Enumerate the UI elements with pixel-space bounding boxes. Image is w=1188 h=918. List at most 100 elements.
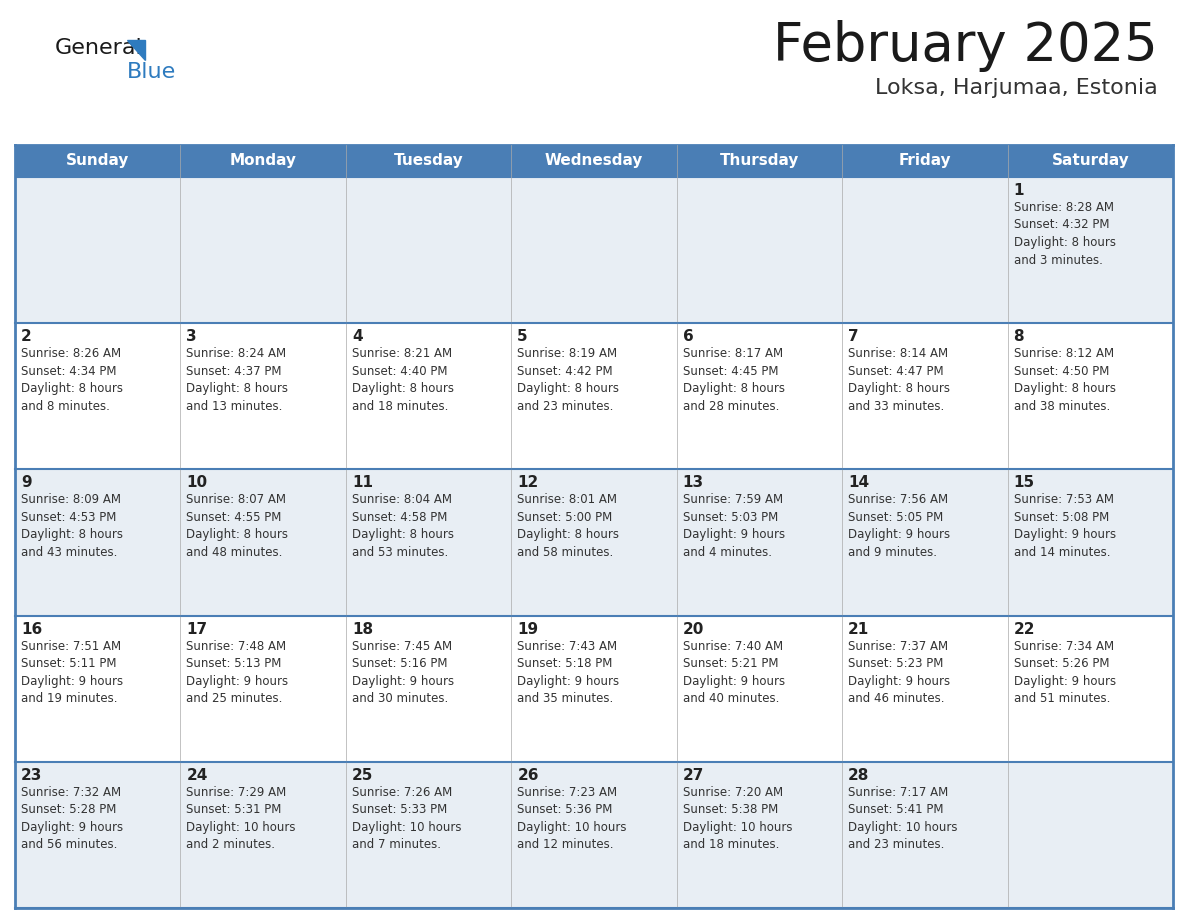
Text: 12: 12 xyxy=(517,476,538,490)
Text: 6: 6 xyxy=(683,330,694,344)
Text: 4: 4 xyxy=(352,330,362,344)
Text: Sunrise: 8:12 AM
Sunset: 4:50 PM
Daylight: 8 hours
and 38 minutes.: Sunrise: 8:12 AM Sunset: 4:50 PM Dayligh… xyxy=(1013,347,1116,413)
Text: 27: 27 xyxy=(683,767,704,783)
Text: 8: 8 xyxy=(1013,330,1024,344)
Bar xyxy=(15,177,181,323)
Bar xyxy=(1007,762,1173,908)
Text: 14: 14 xyxy=(848,476,870,490)
Bar xyxy=(15,762,181,908)
Text: Sunrise: 7:32 AM
Sunset: 5:28 PM
Daylight: 9 hours
and 56 minutes.: Sunrise: 7:32 AM Sunset: 5:28 PM Dayligh… xyxy=(21,786,124,851)
Text: Sunrise: 7:48 AM
Sunset: 5:13 PM
Daylight: 9 hours
and 25 minutes.: Sunrise: 7:48 AM Sunset: 5:13 PM Dayligh… xyxy=(187,640,289,705)
Bar xyxy=(677,145,842,177)
Text: 13: 13 xyxy=(683,476,703,490)
Text: 15: 15 xyxy=(1013,476,1035,490)
Text: 7: 7 xyxy=(848,330,859,344)
Text: Sunrise: 7:59 AM
Sunset: 5:03 PM
Daylight: 9 hours
and 4 minutes.: Sunrise: 7:59 AM Sunset: 5:03 PM Dayligh… xyxy=(683,493,785,559)
Bar xyxy=(1007,323,1173,469)
Bar xyxy=(181,323,346,469)
Bar xyxy=(1007,616,1173,762)
Text: Sunrise: 8:24 AM
Sunset: 4:37 PM
Daylight: 8 hours
and 13 minutes.: Sunrise: 8:24 AM Sunset: 4:37 PM Dayligh… xyxy=(187,347,289,413)
Text: Wednesday: Wednesday xyxy=(545,153,643,169)
Text: Tuesday: Tuesday xyxy=(393,153,463,169)
Text: 2: 2 xyxy=(21,330,32,344)
Text: Sunrise: 7:53 AM
Sunset: 5:08 PM
Daylight: 9 hours
and 14 minutes.: Sunrise: 7:53 AM Sunset: 5:08 PM Dayligh… xyxy=(1013,493,1116,559)
Text: Sunrise: 7:20 AM
Sunset: 5:38 PM
Daylight: 10 hours
and 18 minutes.: Sunrise: 7:20 AM Sunset: 5:38 PM Dayligh… xyxy=(683,786,792,851)
Bar xyxy=(346,177,511,323)
Bar xyxy=(15,323,181,469)
Bar xyxy=(346,762,511,908)
Bar xyxy=(511,762,677,908)
Text: 20: 20 xyxy=(683,621,704,636)
Text: 9: 9 xyxy=(21,476,32,490)
Bar xyxy=(677,762,842,908)
Bar xyxy=(842,145,1007,177)
Bar xyxy=(511,469,677,616)
Text: Friday: Friday xyxy=(898,153,952,169)
Bar xyxy=(677,323,842,469)
Bar xyxy=(15,469,181,616)
Bar xyxy=(181,616,346,762)
Bar xyxy=(181,762,346,908)
Bar xyxy=(842,762,1007,908)
Text: 1: 1 xyxy=(1013,183,1024,198)
Text: Sunrise: 8:09 AM
Sunset: 4:53 PM
Daylight: 8 hours
and 43 minutes.: Sunrise: 8:09 AM Sunset: 4:53 PM Dayligh… xyxy=(21,493,124,559)
Text: Sunrise: 7:56 AM
Sunset: 5:05 PM
Daylight: 9 hours
and 9 minutes.: Sunrise: 7:56 AM Sunset: 5:05 PM Dayligh… xyxy=(848,493,950,559)
Text: 23: 23 xyxy=(21,767,43,783)
Bar xyxy=(1007,177,1173,323)
Text: 21: 21 xyxy=(848,621,870,636)
Bar xyxy=(1007,469,1173,616)
Text: 11: 11 xyxy=(352,476,373,490)
Bar xyxy=(842,616,1007,762)
Text: 19: 19 xyxy=(517,621,538,636)
Text: Sunrise: 7:26 AM
Sunset: 5:33 PM
Daylight: 10 hours
and 7 minutes.: Sunrise: 7:26 AM Sunset: 5:33 PM Dayligh… xyxy=(352,786,461,851)
Text: Sunrise: 8:17 AM
Sunset: 4:45 PM
Daylight: 8 hours
and 28 minutes.: Sunrise: 8:17 AM Sunset: 4:45 PM Dayligh… xyxy=(683,347,785,413)
Text: Saturday: Saturday xyxy=(1051,153,1129,169)
Text: Blue: Blue xyxy=(127,62,176,82)
Text: 25: 25 xyxy=(352,767,373,783)
Bar xyxy=(346,469,511,616)
Text: Sunrise: 7:43 AM
Sunset: 5:18 PM
Daylight: 9 hours
and 35 minutes.: Sunrise: 7:43 AM Sunset: 5:18 PM Dayligh… xyxy=(517,640,619,705)
Bar xyxy=(511,323,677,469)
Bar xyxy=(346,616,511,762)
Text: Sunrise: 8:01 AM
Sunset: 5:00 PM
Daylight: 8 hours
and 58 minutes.: Sunrise: 8:01 AM Sunset: 5:00 PM Dayligh… xyxy=(517,493,619,559)
Text: 28: 28 xyxy=(848,767,870,783)
Text: Sunrise: 7:37 AM
Sunset: 5:23 PM
Daylight: 9 hours
and 46 minutes.: Sunrise: 7:37 AM Sunset: 5:23 PM Dayligh… xyxy=(848,640,950,705)
Bar xyxy=(511,145,677,177)
Bar xyxy=(677,469,842,616)
Bar xyxy=(181,469,346,616)
Text: Sunrise: 7:29 AM
Sunset: 5:31 PM
Daylight: 10 hours
and 2 minutes.: Sunrise: 7:29 AM Sunset: 5:31 PM Dayligh… xyxy=(187,786,296,851)
Text: Sunrise: 7:17 AM
Sunset: 5:41 PM
Daylight: 10 hours
and 23 minutes.: Sunrise: 7:17 AM Sunset: 5:41 PM Dayligh… xyxy=(848,786,958,851)
Text: Sunrise: 7:34 AM
Sunset: 5:26 PM
Daylight: 9 hours
and 51 minutes.: Sunrise: 7:34 AM Sunset: 5:26 PM Dayligh… xyxy=(1013,640,1116,705)
Bar xyxy=(346,323,511,469)
Bar xyxy=(15,145,181,177)
Text: 16: 16 xyxy=(21,621,43,636)
Bar xyxy=(842,323,1007,469)
Text: 5: 5 xyxy=(517,330,527,344)
Text: 26: 26 xyxy=(517,767,539,783)
Text: Sunday: Sunday xyxy=(67,153,129,169)
Text: Sunrise: 7:40 AM
Sunset: 5:21 PM
Daylight: 9 hours
and 40 minutes.: Sunrise: 7:40 AM Sunset: 5:21 PM Dayligh… xyxy=(683,640,785,705)
Text: General: General xyxy=(55,38,143,58)
Text: Sunrise: 8:19 AM
Sunset: 4:42 PM
Daylight: 8 hours
and 23 minutes.: Sunrise: 8:19 AM Sunset: 4:42 PM Dayligh… xyxy=(517,347,619,413)
Text: Sunrise: 8:04 AM
Sunset: 4:58 PM
Daylight: 8 hours
and 53 minutes.: Sunrise: 8:04 AM Sunset: 4:58 PM Dayligh… xyxy=(352,493,454,559)
Bar xyxy=(346,145,511,177)
Bar xyxy=(677,616,842,762)
Text: Sunrise: 8:21 AM
Sunset: 4:40 PM
Daylight: 8 hours
and 18 minutes.: Sunrise: 8:21 AM Sunset: 4:40 PM Dayligh… xyxy=(352,347,454,413)
Text: 3: 3 xyxy=(187,330,197,344)
Bar xyxy=(842,469,1007,616)
Text: Sunrise: 8:07 AM
Sunset: 4:55 PM
Daylight: 8 hours
and 48 minutes.: Sunrise: 8:07 AM Sunset: 4:55 PM Dayligh… xyxy=(187,493,289,559)
Text: Thursday: Thursday xyxy=(720,153,800,169)
Text: Sunrise: 7:23 AM
Sunset: 5:36 PM
Daylight: 10 hours
and 12 minutes.: Sunrise: 7:23 AM Sunset: 5:36 PM Dayligh… xyxy=(517,786,627,851)
Text: Monday: Monday xyxy=(229,153,297,169)
Text: 10: 10 xyxy=(187,476,208,490)
Bar xyxy=(511,616,677,762)
Text: Sunrise: 7:51 AM
Sunset: 5:11 PM
Daylight: 9 hours
and 19 minutes.: Sunrise: 7:51 AM Sunset: 5:11 PM Dayligh… xyxy=(21,640,124,705)
Text: Sunrise: 8:28 AM
Sunset: 4:32 PM
Daylight: 8 hours
and 3 minutes.: Sunrise: 8:28 AM Sunset: 4:32 PM Dayligh… xyxy=(1013,201,1116,266)
Text: 22: 22 xyxy=(1013,621,1035,636)
Text: 17: 17 xyxy=(187,621,208,636)
Text: Loksa, Harjumaa, Estonia: Loksa, Harjumaa, Estonia xyxy=(876,78,1158,98)
Bar xyxy=(181,145,346,177)
Polygon shape xyxy=(127,40,145,60)
Bar xyxy=(15,616,181,762)
Bar xyxy=(842,177,1007,323)
